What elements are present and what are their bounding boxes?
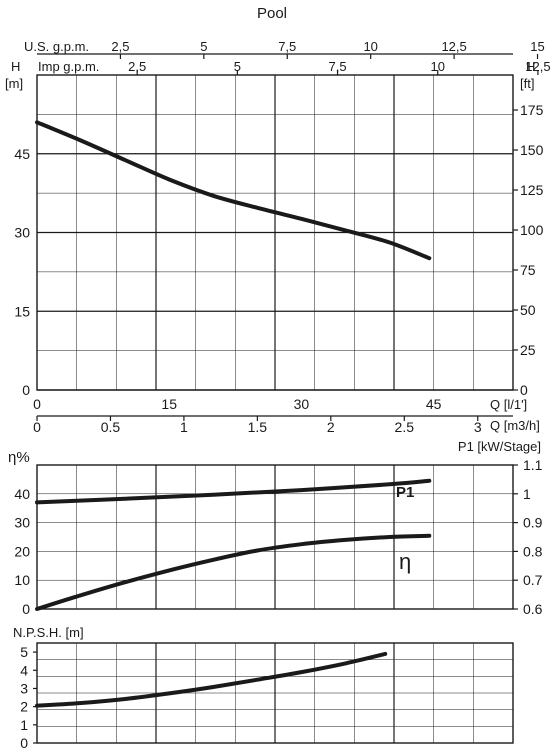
top-axis-2-tick-label: 10: [430, 59, 444, 74]
top-axis-1-tick-label: 2,5: [111, 39, 129, 54]
top-axis-1-tick-label: 10: [363, 39, 377, 54]
x-m3h-tick-label: 2.5: [395, 419, 415, 435]
x-lmin-tick-label: 30: [294, 396, 310, 412]
eta-curve-label: η: [399, 549, 411, 574]
eff-y-right-tick-label: 0.9: [523, 515, 543, 531]
npsh-y-tick-label: 5: [20, 644, 28, 660]
head-y-left-tick-label: 15: [14, 303, 30, 319]
head-y-left-tick-label: 0: [22, 382, 30, 398]
x-m3h-tick-label: 0.5: [101, 419, 121, 435]
p1-curve: [35, 478, 432, 505]
npsh-curve-layer: [35, 651, 388, 708]
efficiency-panel-frame: [36, 464, 514, 610]
npsh-panel-frame: [36, 642, 514, 744]
eff-y-left-tick-label: 40: [14, 486, 30, 502]
npsh-y-label: N.P.S.H. [m]: [13, 625, 84, 640]
x-m3h-ticks: 0 0.5 1 1.5 2 2.5 3: [33, 416, 482, 435]
head-y-right-tick-label: 100: [520, 222, 544, 238]
top-axis-2-tick-label: 12,5: [525, 59, 550, 74]
top-axis-1-tick-label: 5: [200, 39, 207, 54]
top-axis-1-tick-label: 12,5: [441, 39, 466, 54]
head-y-left-tick-label: 45: [14, 146, 30, 162]
eff-y-left-tick-label: 0: [22, 601, 30, 617]
top-axis-2-tick-label: 7,5: [329, 59, 347, 74]
efficiency-curve: [35, 533, 432, 611]
head-y-right-tick-label: 125: [520, 182, 544, 198]
eff-y-left-tick-label: 20: [14, 543, 30, 559]
head-y-right-tick-label: 150: [520, 142, 544, 158]
top-axis-2-tick-label: 5: [234, 59, 241, 74]
head-y-left-tick-label: 30: [14, 225, 30, 241]
head-y-right-label: H: [526, 59, 535, 74]
eff-y-right-tick-label: 1: [523, 486, 531, 502]
x-m3h-tick-label: 2: [327, 419, 335, 435]
eff-y-right-ticks: 0.6 0.7 0.8 0.9 1 1.1: [513, 457, 543, 617]
p1-curve-label: P1: [396, 484, 414, 501]
top-axis-2-ticks: 2,5 5 7,5 10 12,5: [128, 59, 550, 75]
x-m3h-tick-label: 3: [474, 419, 482, 435]
x-m3h-label: Q [m3/h]: [490, 418, 540, 433]
head-y-right-unit: [ft]: [520, 76, 534, 91]
head-y-right-tick-label: 75: [520, 262, 536, 278]
head-curve: [35, 120, 432, 261]
npsh-panel-grid: [37, 643, 513, 743]
npsh-y-tick-label: 3: [20, 680, 28, 696]
top-axis-1-tick-label: 15: [530, 39, 544, 54]
npsh-y-tick-label: 0: [20, 735, 28, 751]
x-lmin-ticks: 0 15 30 45: [33, 396, 442, 412]
x-lmin-tick-label: 45: [426, 396, 442, 412]
eff-y-right-label: P1 [kW/Stage]: [458, 439, 541, 454]
head-y-right-tick-label: 175: [520, 102, 544, 118]
head-y-right-tick-label: 25: [520, 342, 536, 358]
eff-y-right-tick-label: 0.8: [523, 543, 543, 559]
top-axis-1-tick-label: 7,5: [278, 39, 296, 54]
npsh-y-tick-label: 1: [20, 717, 28, 733]
head-y-left-label: H: [11, 59, 20, 74]
x-lmin-label: Q [l/1']: [490, 397, 527, 412]
eff-y-left-ticks: 0 10 20 30 40: [14, 486, 30, 617]
npsh-y-ticks: 0 1 2 3 4 5: [20, 644, 37, 751]
head-y-left-ticks: 0 15 30 45: [14, 146, 513, 398]
chart-title: Pool: [257, 5, 287, 22]
top-axis-1-label: U.S. g.p.m.: [24, 39, 89, 54]
eff-y-left-tick-label: 30: [14, 515, 30, 531]
eff-y-left-label: η%: [8, 449, 30, 466]
x-m3h-tick-label: 1.5: [248, 419, 268, 435]
head-y-right-tick-label: 0: [520, 382, 528, 398]
x-m3h-tick-label: 1: [180, 419, 188, 435]
npsh-y-tick-label: 4: [20, 662, 28, 678]
x-m3h-tick-label: 0: [33, 419, 41, 435]
top-axis-2-tick-label: 2,5: [128, 59, 146, 74]
eff-y-right-tick-label: 0.6: [523, 601, 543, 617]
head-y-right-tick-label: 50: [520, 302, 536, 318]
npsh-y-tick-label: 2: [20, 699, 28, 715]
head-curve-layer: [35, 120, 432, 261]
top-axis-2-label: Imp g.p.m.: [38, 59, 99, 74]
eff-y-right-tick-label: 1.1: [523, 457, 543, 473]
eff-y-left-tick-label: 10: [14, 572, 30, 588]
npsh-curve: [35, 651, 388, 708]
efficiency-curve-layer: [35, 478, 432, 611]
head-y-left-unit: [m]: [5, 76, 23, 91]
head-y-right-ticks: 0 25 50 75 100 125 150 175: [513, 102, 544, 398]
x-lmin-tick-label: 15: [161, 396, 177, 412]
top-axis-1-ticks: 2,5 5 7,5 10 12,5 15: [111, 39, 545, 59]
eff-y-right-tick-label: 0.7: [523, 572, 543, 588]
x-lmin-tick-label: 0: [33, 396, 41, 412]
